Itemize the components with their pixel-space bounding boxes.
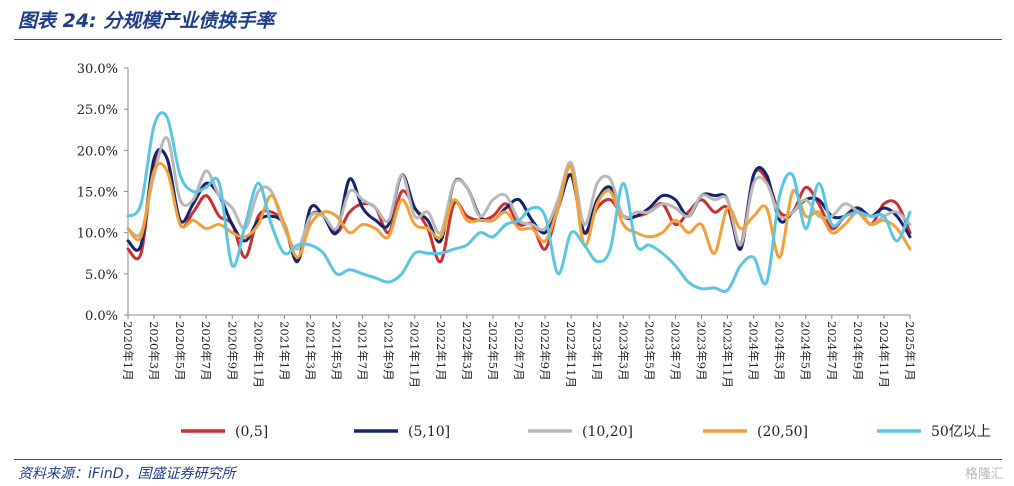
series-line-4 [126,111,912,293]
x-tick-label: 2024年9月 [851,321,865,381]
x-tick-label: 2020年9月 [225,321,239,381]
x-tick-label: 2023年7月 [668,321,682,381]
x-tick-label: 2022年3月 [460,321,474,381]
y-tick-label: 5.0% [85,268,118,283]
x-tick-label: 2020年1月 [121,321,135,381]
y-tick-label: 20.0% [77,144,118,159]
x-tick-label: 2024年5月 [799,321,813,381]
x-tick-label: 2025年1月 [903,321,917,381]
bottom-rule [14,459,1002,460]
x-tick-label: 2022年1月 [434,321,448,381]
y-tick-label: 30.0% [77,62,118,77]
x-tick-label: 2021年7月 [356,321,370,381]
x-tick-label: 2024年3月 [773,321,787,381]
legend-label: (5,10] [408,424,450,440]
x-tick-label: 2023年3月 [616,321,630,381]
legend-label: (0,5] [235,424,268,440]
x-tick-label: 2021年1月 [277,321,291,381]
x-tick-label: 2024年7月 [825,321,839,381]
x-tick-label: 2020年11月 [251,321,265,388]
series-line-1 [126,147,912,263]
figure-title: 图表 24: 分规模产业债换手率 [18,10,275,32]
x-tick-label: 2021年9月 [382,321,396,381]
series-lines [126,111,912,293]
x-tick-label: 2024年1月 [747,321,761,381]
x-tick-label: 2020年3月 [147,321,161,381]
x-tick-label: 2023年11月 [721,321,735,388]
legend-label: (10,20] [582,424,633,440]
x-tick-label: 2022年7月 [512,321,526,381]
legend: (0,5] (5,10] (10,20] (20,50] 50亿以上 [181,424,991,440]
x-tick-label: 2022年5月 [486,321,500,381]
x-tick-label: 2022年9月 [538,321,552,381]
legend-label: 50亿以上 [931,424,991,440]
series-line-3 [126,161,912,259]
top-rule [14,39,1002,40]
x-tick-label: 2024年11月 [877,321,891,388]
y-tick-label: 0.0% [85,309,118,324]
x-axis: 2020年1月 2020年3月 2020年5月 2020年7月 2020年9月 2020年… [121,314,917,388]
series-line-0 [126,149,912,264]
source-note: 资料来源：iFinD，国盛证券研究所 [18,466,236,482]
x-tick-label: 2020年7月 [199,321,213,381]
x-tick-label: 2023年5月 [642,321,656,381]
x-tick-label: 2023年1月 [590,321,604,381]
y-tick-label: 10.0% [77,227,118,242]
x-tick-label: 2021年5月 [330,321,344,381]
y-axis: 0.0% 5.0% 10.0% 15.0% 20.0% 25.0% 30.0% [77,62,129,324]
legend-label: (20,50] [757,424,808,440]
y-tick-label: 25.0% [77,103,118,118]
y-tick-label: 15.0% [77,186,118,201]
watermark-logo: 格隆汇 [964,467,1004,482]
x-tick-label: 2023年9月 [694,321,708,381]
x-tick-label: 2020年5月 [173,321,187,381]
x-tick-label: 2021年3月 [303,321,317,381]
x-tick-label: 2022年11月 [564,321,578,388]
x-tick-label: 2021年11月 [408,321,422,388]
